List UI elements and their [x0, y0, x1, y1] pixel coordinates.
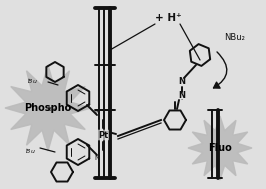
Text: Fluo: Fluo [208, 143, 232, 153]
Text: NBu₂: NBu₂ [224, 33, 245, 43]
Text: Pt: Pt [98, 130, 108, 139]
Text: N: N [94, 155, 100, 161]
Text: N: N [178, 91, 185, 99]
Text: + H⁺: + H⁺ [155, 13, 181, 23]
FancyArrowPatch shape [214, 52, 227, 88]
Text: N: N [94, 109, 100, 115]
Text: $^t\!Bu$: $^t\!Bu$ [27, 77, 38, 86]
Polygon shape [5, 65, 91, 151]
Text: ··: ·· [180, 97, 184, 102]
Text: N: N [178, 77, 185, 87]
Text: $^t\!Bu$: $^t\!Bu$ [47, 105, 57, 115]
Text: $^t\!Bu$: $^t\!Bu$ [24, 148, 35, 156]
Text: Phospho: Phospho [24, 103, 72, 113]
Polygon shape [188, 116, 252, 180]
